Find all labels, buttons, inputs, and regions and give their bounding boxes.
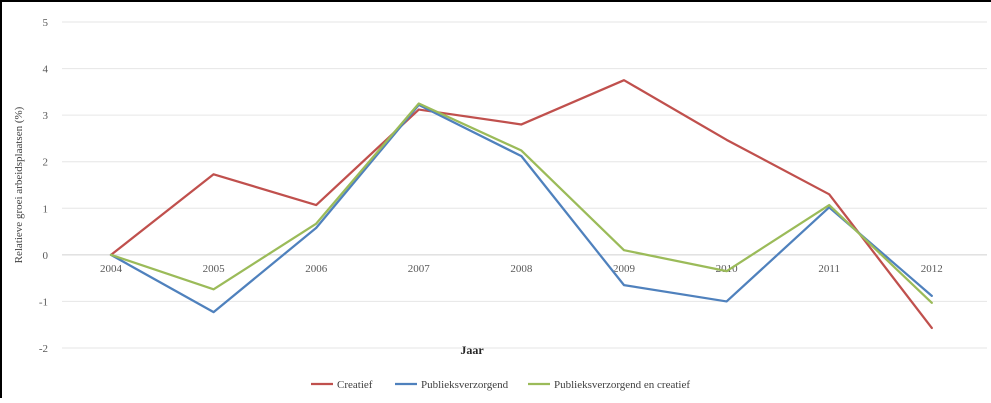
x-tick-label: 2009 [613, 263, 636, 275]
x-tick-label: 2008 [510, 263, 533, 275]
x-tick-label: 2004 [100, 263, 123, 275]
legend-label-2: Publieksverzorgend [421, 379, 509, 391]
series-line-1 [109, 79, 933, 330]
x-tick-label: 2007 [408, 263, 431, 275]
y-tick-label: 5 [43, 17, 49, 29]
legend-label-3: Publieksverzorgend en creatief [554, 379, 690, 391]
series-line-2 [109, 103, 933, 314]
y-tick-label: 4 [43, 64, 49, 76]
x-tick-label: 2011 [818, 263, 840, 275]
y-tick-label: -1 [39, 296, 48, 308]
series-line-3 [109, 102, 933, 304]
x-tick-label: 2006 [305, 263, 328, 275]
y-tick-label: 1 [43, 203, 49, 215]
y-tick-label: 2 [43, 157, 49, 169]
y-axis-ticks: 5 4 3 2 1 0 -1 -2 [39, 17, 49, 355]
x-tick-label: 2005 [203, 263, 226, 275]
y-tick-label: 3 [43, 110, 49, 122]
x-axis-label: Jaar [460, 343, 484, 357]
legend: Creatief Publieksverzorgend Publieksverzor… [311, 379, 690, 391]
series-lines [109, 79, 933, 330]
y-tick-label: -2 [39, 343, 48, 355]
x-axis-ticks: 2004 2005 2006 2007 2008 2009 2010 2011 2012 [100, 263, 943, 275]
y-axis-label: Relatieve groei arbeidsplaatsen (%) [13, 106, 25, 263]
legend-label-1: Creatief [337, 379, 373, 391]
gridlines [62, 21, 987, 349]
x-tick-label: 2012 [921, 263, 943, 275]
y-tick-label: 0 [43, 250, 49, 262]
x-tick-label: 2010 [716, 263, 739, 275]
